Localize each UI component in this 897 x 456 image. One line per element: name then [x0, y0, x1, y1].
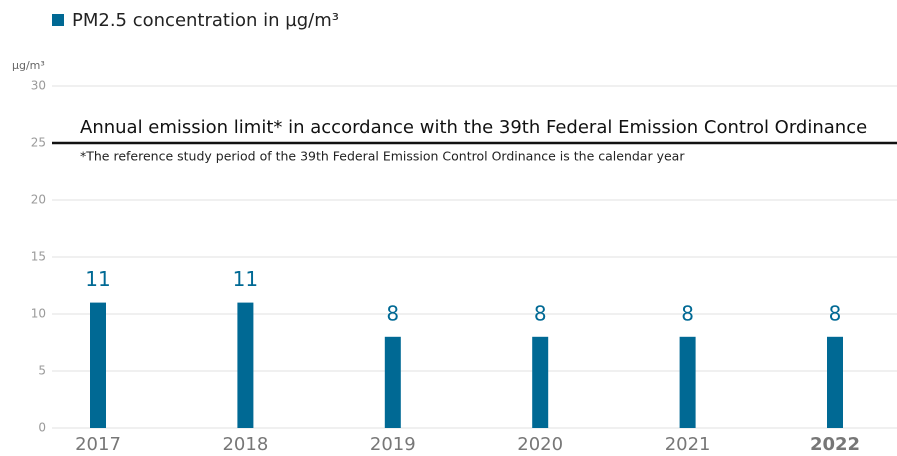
y-tick-label: 20	[31, 193, 46, 207]
x-tick-label: 2018	[222, 434, 268, 455]
y-tick-label: 10	[31, 307, 46, 321]
value-label: 8	[534, 301, 547, 325]
bar	[679, 336, 696, 428]
bar	[237, 302, 254, 428]
value-label: 8	[829, 301, 842, 325]
value-label: 8	[386, 301, 399, 325]
bar	[827, 336, 843, 428]
x-tick-label: 2021	[665, 434, 711, 455]
bar	[90, 302, 106, 428]
bar	[532, 336, 549, 428]
value-label: 8	[681, 301, 694, 325]
x-tick-label: 2019	[370, 434, 416, 455]
x-tick-label: 2020	[517, 434, 563, 455]
y-tick-label: 30	[31, 79, 46, 93]
x-tick-label: 2017	[75, 434, 121, 455]
y-axis-label: µg/m³	[12, 59, 45, 72]
reference-label: Annual emission limit* in accordance wit…	[80, 117, 867, 138]
bar	[384, 336, 401, 428]
legend-label: PM2.5 concentration in µg/m³	[72, 10, 339, 31]
legend-swatch	[52, 14, 64, 26]
value-label: 11	[233, 267, 258, 291]
value-label: 11	[85, 267, 110, 291]
y-tick-label: 25	[31, 136, 46, 150]
y-tick-label: 15	[31, 250, 46, 264]
reference-note: *The reference study period of the 39th …	[80, 149, 685, 164]
y-tick-label: 5	[38, 364, 46, 378]
y-tick-label: 0	[38, 421, 46, 435]
x-tick-label: 2022	[810, 434, 860, 455]
